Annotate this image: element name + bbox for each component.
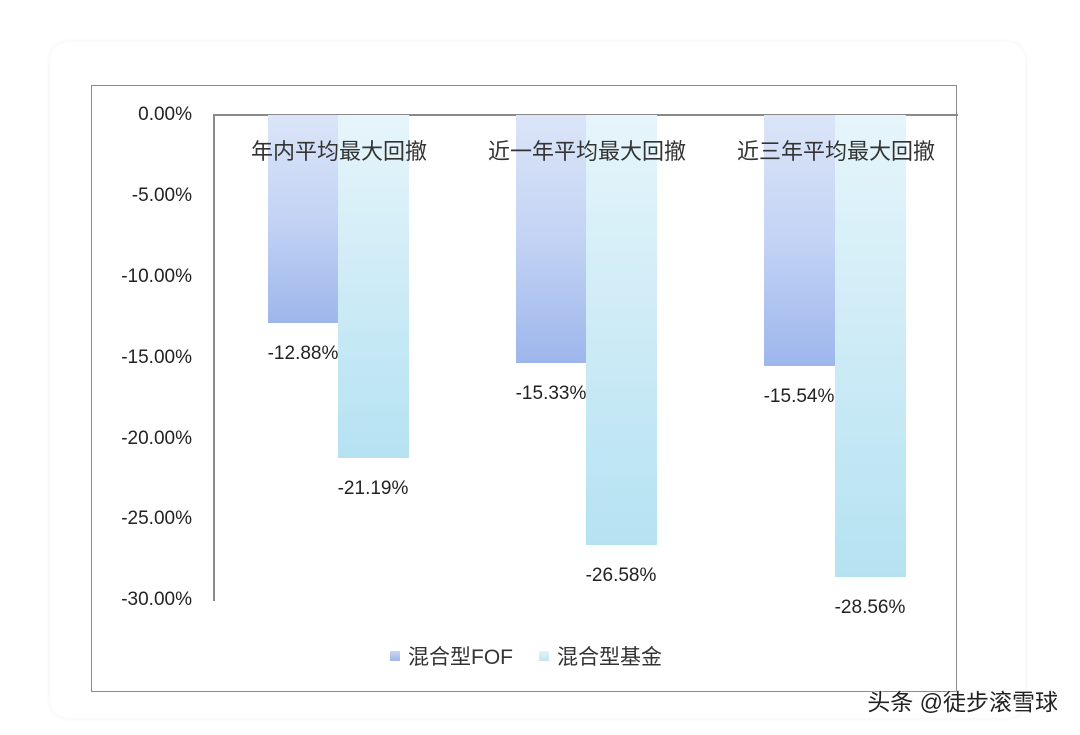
y-tick: -5.00% [131, 185, 192, 206]
y-axis-line [213, 114, 215, 601]
y-tick: -25.00% [121, 508, 192, 529]
legend-item-fof: 混合型FOF [390, 641, 513, 671]
data-label: -21.19% [337, 478, 409, 499]
bar-fund-2 [835, 115, 906, 577]
legend-swatch-icon [539, 651, 549, 661]
y-tick: -20.00% [121, 428, 192, 449]
bar-fof-0 [268, 115, 338, 323]
y-tick: -15.00% [121, 347, 192, 368]
y-tick: -10.00% [121, 266, 192, 287]
bar-fund-0 [338, 115, 409, 458]
legend-item-fund: 混合型基金 [539, 641, 662, 671]
legend: 混合型FOF 混合型基金 [390, 641, 688, 671]
y-tick: 0.00% [138, 104, 192, 125]
category-label: 近三年平均最大回撤 [736, 140, 936, 165]
data-label: -26.58% [585, 565, 657, 586]
y-tick: -30.00% [121, 589, 192, 610]
data-label: -12.88% [267, 343, 339, 364]
data-label: -15.33% [515, 383, 587, 404]
watermark: 头条 @徒步滚雪球 [867, 689, 1058, 715]
bar-fof-2 [764, 115, 835, 366]
legend-label: 混合型基金 [557, 646, 662, 669]
bar-fof-1 [516, 115, 586, 363]
legend-swatch-icon [390, 651, 400, 661]
data-label: -28.56% [834, 597, 906, 618]
x-axis-line [214, 114, 958, 116]
category-label: 近一年平均最大回撤 [487, 140, 687, 165]
bar-fund-1 [586, 115, 657, 545]
legend-label: 混合型FOF [408, 646, 513, 669]
category-label: 年内平均最大回撤 [250, 140, 428, 165]
data-label: -15.54% [763, 386, 835, 407]
